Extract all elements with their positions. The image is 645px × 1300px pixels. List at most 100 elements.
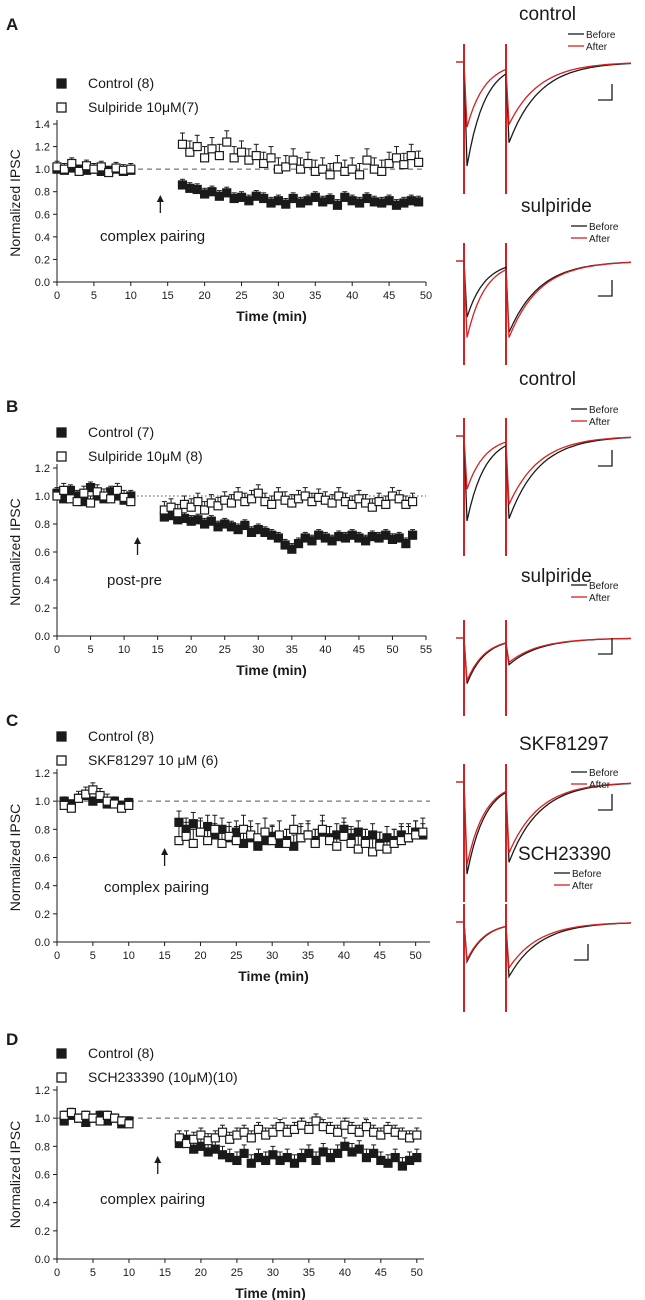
data-point [112, 485, 122, 495]
trace-after [456, 435, 632, 505]
x-tick-label: 0 [54, 644, 60, 656]
data-point [217, 838, 227, 849]
y-tick-label: 1.2 [35, 142, 50, 154]
x-tick-label: 5 [87, 644, 93, 656]
x-tick-label: 10 [123, 1267, 135, 1279]
trace-legend-after: After [572, 881, 594, 892]
x-tick-label: 35 [303, 1267, 315, 1279]
trace-legend-before: Before [589, 405, 619, 416]
data-point [397, 1161, 408, 1171]
data-point [311, 1116, 321, 1126]
data-point [267, 499, 277, 509]
x-tick-label: 45 [353, 644, 365, 656]
y-tick-label: 0.4 [35, 1198, 50, 1210]
x-tick-label: 15 [152, 644, 164, 656]
data-point [412, 1152, 422, 1163]
y-tick-label: 0.4 [35, 232, 50, 244]
legend-marker [56, 451, 67, 462]
x-tick-label: 30 [252, 644, 264, 656]
data-point [174, 1133, 184, 1143]
y-tick-label: 1.0 [35, 1113, 50, 1125]
data-point [206, 516, 216, 526]
data-point [185, 147, 195, 157]
y-tick-label: 1.2 [35, 768, 50, 780]
x-axis-title: Time (min) [236, 662, 307, 678]
annotation-label: complex pairing [104, 879, 209, 896]
x-tick-label: 40 [338, 950, 350, 962]
data-point [390, 1152, 400, 1163]
data-point [354, 1144, 364, 1154]
data-point [394, 494, 404, 504]
legend-marker [56, 1048, 67, 1059]
y-tick-label: 0.6 [35, 547, 50, 559]
x-tick-label: 35 [309, 290, 321, 302]
data-point [325, 170, 335, 180]
trace-title: sulpiride [521, 566, 592, 587]
data-point [384, 158, 394, 169]
y-tick-label: 1.2 [35, 463, 50, 475]
trace-after [456, 637, 632, 684]
data-point [232, 1155, 242, 1166]
x-tick-label: 45 [374, 950, 386, 962]
data-point [295, 164, 306, 174]
data-point [95, 790, 105, 801]
trace-panels: controlBeforeAftersulpirideBeforeAfterco… [456, 4, 632, 1012]
data-point [418, 827, 428, 837]
x-tick-label: 0 [54, 1267, 60, 1279]
y-axis-title: Normalized IPSC [7, 1121, 23, 1228]
data-point [334, 491, 344, 501]
data-point [332, 841, 342, 851]
y-axis-title: Normalized IPSC [7, 149, 23, 256]
data-point [307, 536, 317, 546]
x-tick-label: 50 [420, 290, 432, 302]
data-point [268, 1127, 278, 1137]
data-point [207, 144, 217, 154]
scale-bar [598, 794, 613, 811]
y-tick-label: 1.2 [35, 1085, 50, 1097]
scale-bar [598, 638, 613, 655]
series-treatment [52, 130, 424, 180]
y-tick-label: 0.4 [35, 575, 50, 587]
plot-a: 0.0 0.2 0.4 0.6 0.8 1.0 1.2 1.4 0 5 10 15 20 25 30 35 40… [7, 75, 432, 324]
scale-bar [574, 944, 589, 961]
data-point [324, 835, 335, 846]
data-point [124, 800, 134, 810]
data-point [203, 835, 213, 846]
x-tick-label: 30 [266, 950, 278, 962]
x-tick-label: 50 [410, 950, 422, 962]
data-point [253, 1124, 264, 1135]
data-point [367, 502, 377, 512]
legend-label: SCH233390 (10μM)(10) [88, 1069, 238, 1085]
data-point [222, 137, 232, 147]
data-point [414, 197, 424, 207]
y-tick-label: 1.0 [35, 164, 50, 176]
data-point [166, 502, 176, 512]
data-point [238, 824, 249, 834]
trace-after [456, 61, 632, 128]
trace-title: SKF81297 [519, 734, 609, 755]
trace-legend-before: Before [572, 869, 602, 880]
data-point [274, 830, 284, 840]
x-tick-label: 10 [123, 950, 135, 962]
data-point [226, 498, 237, 508]
trace-before [456, 921, 632, 979]
data-point [361, 1122, 372, 1132]
data-point [304, 1124, 314, 1135]
x-tick-label: 10 [125, 290, 137, 302]
data-point [85, 498, 96, 508]
data-point [310, 838, 320, 849]
data-point [200, 153, 210, 163]
x-tick-label: 50 [386, 644, 398, 656]
data-point [293, 538, 304, 549]
data-point [287, 544, 297, 554]
data-point [260, 827, 270, 837]
legend-label: SKF81297 10 μM (6) [88, 752, 218, 768]
data-point [303, 830, 313, 840]
data-point [66, 1107, 76, 1118]
x-tick-label: 5 [90, 1267, 96, 1279]
data-point [95, 1116, 105, 1126]
legend-marker [56, 427, 67, 438]
trace-after [456, 921, 632, 970]
data-point [217, 1127, 228, 1137]
